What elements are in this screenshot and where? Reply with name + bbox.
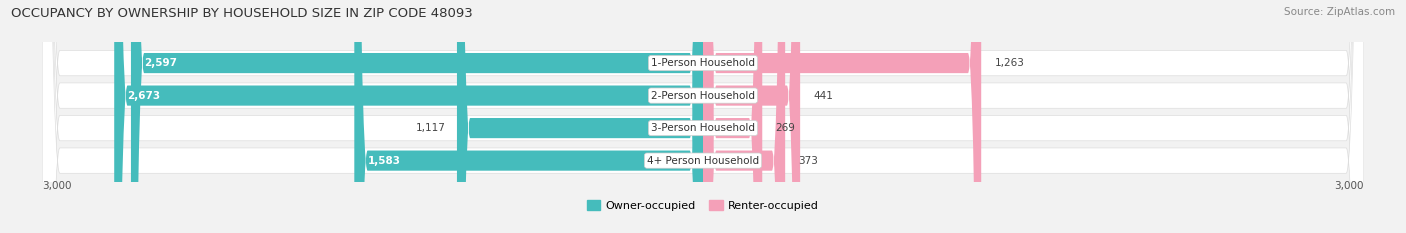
FancyBboxPatch shape [131,0,703,233]
FancyBboxPatch shape [703,0,785,233]
Text: OCCUPANCY BY OWNERSHIP BY HOUSEHOLD SIZE IN ZIP CODE 48093: OCCUPANCY BY OWNERSHIP BY HOUSEHOLD SIZE… [11,7,472,20]
FancyBboxPatch shape [42,0,1364,233]
Text: 1,117: 1,117 [416,123,446,133]
FancyBboxPatch shape [703,0,800,233]
Text: 3,000: 3,000 [42,181,72,191]
Text: 2-Person Household: 2-Person Household [651,91,755,101]
Text: 4+ Person Household: 4+ Person Household [647,156,759,166]
Text: 441: 441 [813,91,834,101]
Text: 3,000: 3,000 [1334,181,1364,191]
FancyBboxPatch shape [42,0,1364,233]
FancyBboxPatch shape [703,0,762,233]
Text: 2,673: 2,673 [128,91,160,101]
FancyBboxPatch shape [457,0,703,233]
Text: 1-Person Household: 1-Person Household [651,58,755,68]
FancyBboxPatch shape [114,0,703,233]
FancyBboxPatch shape [354,0,703,233]
Text: 269: 269 [776,123,796,133]
Text: Source: ZipAtlas.com: Source: ZipAtlas.com [1284,7,1395,17]
FancyBboxPatch shape [703,0,981,233]
Text: 2,597: 2,597 [145,58,177,68]
Text: 373: 373 [799,156,818,166]
Text: 1,583: 1,583 [367,156,401,166]
FancyBboxPatch shape [42,0,1364,233]
Text: 1,263: 1,263 [994,58,1025,68]
Text: 3-Person Household: 3-Person Household [651,123,755,133]
Legend: Owner-occupied, Renter-occupied: Owner-occupied, Renter-occupied [582,196,824,215]
FancyBboxPatch shape [42,0,1364,233]
